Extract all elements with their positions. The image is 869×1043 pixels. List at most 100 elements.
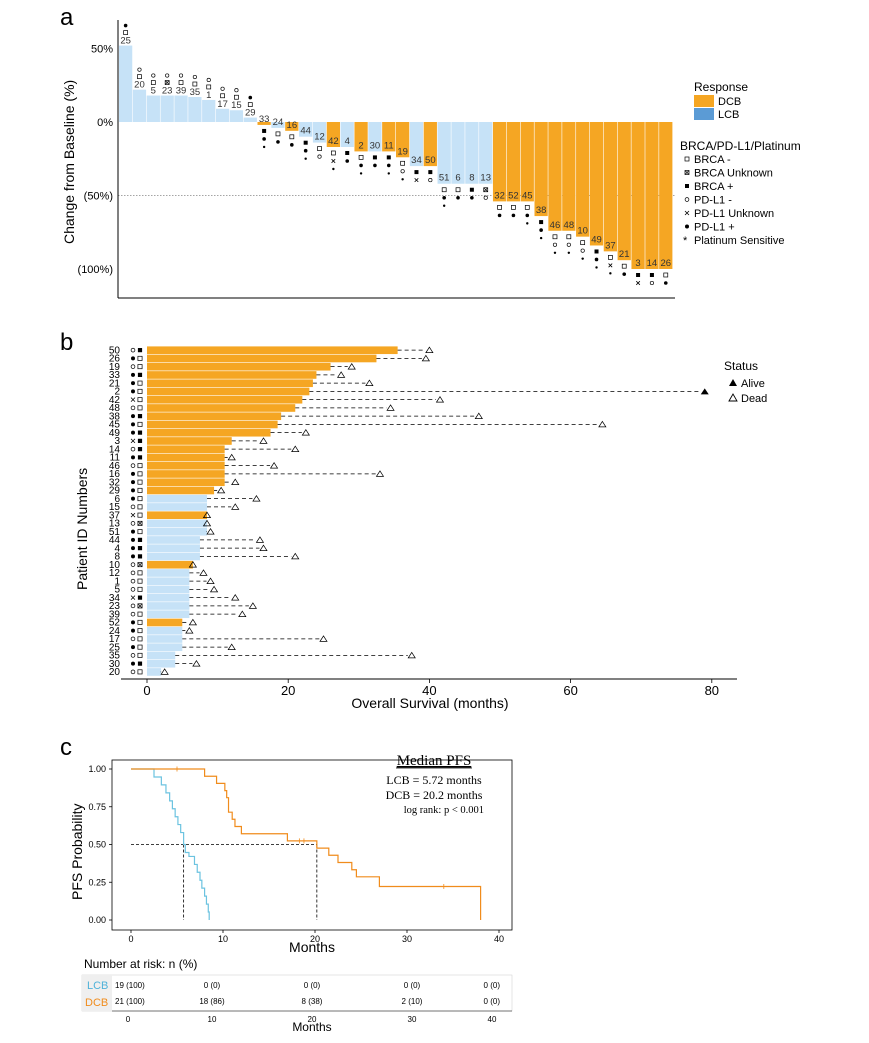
bar-label: 5 [151, 86, 156, 97]
survival-bar [147, 420, 278, 429]
annotation-line-lcb: LCB = 5.72 months [386, 773, 482, 787]
legend-dead-label: Dead [741, 393, 767, 405]
legend-alive-label: Alive [741, 378, 765, 390]
pdl1-positive-icon [276, 140, 280, 144]
pdl1-unknown-icon [414, 178, 419, 183]
survival-bar [147, 362, 331, 371]
brca-positive-icon [262, 128, 267, 133]
x-tick-label-c: 30 [402, 934, 412, 944]
status-dead-icon [206, 577, 215, 584]
brca-positive-icon [137, 595, 143, 600]
y-axis-title-b: Patient ID Numbers [74, 468, 90, 590]
legend-marker-label: PD-L1 Unknown [694, 208, 774, 220]
patient-row: 8 [114, 552, 300, 563]
bar-17 [215, 108, 230, 122]
survival-bar [147, 470, 225, 478]
pdl1-positive-icon [622, 272, 627, 276]
patient-id-label: 48 [109, 403, 121, 414]
legend-marker-label: BRCA + [694, 181, 733, 193]
patient-row: 46 [109, 461, 279, 472]
bar-35 [188, 97, 202, 122]
survival-bar [147, 668, 162, 676]
pdl1-positive-icon [131, 372, 135, 377]
pdl1-negative-icon [130, 446, 136, 452]
patient-id-label: 16 [109, 469, 121, 480]
patient-row: 29 [109, 486, 226, 497]
panel-label-b: b [60, 329, 73, 356]
patient-row: 1 [114, 576, 215, 587]
brca-positive-icon [137, 414, 143, 419]
platinum-sensitive-icon [595, 266, 598, 269]
brca-positive-icon [414, 170, 419, 175]
bar-label: 38 [536, 205, 547, 216]
patient-id-label: 32 [109, 477, 121, 488]
brca-negative-icon [137, 479, 143, 485]
pdl1-negative-icon [130, 653, 136, 658]
bar-15 [229, 110, 244, 122]
x-tick-label-b: 80 [705, 683, 719, 698]
legend-dead-icon [728, 393, 738, 402]
patient-id-label: 20 [109, 667, 121, 678]
platinum-sensitive-icon [539, 236, 543, 240]
brca-negative-icon [220, 93, 225, 99]
km-curve-lcb [131, 768, 210, 920]
patient-row: 14 [109, 444, 300, 455]
brca-negative-icon [608, 255, 613, 260]
status-dead-icon [291, 552, 300, 560]
bar-label: 20 [134, 80, 145, 91]
patient-id-label: 15 [109, 502, 121, 513]
status-dead-icon [259, 544, 268, 551]
patient-id-label: 4 [114, 543, 120, 554]
pdl1-positive-icon [131, 422, 135, 427]
legend-swatch-lcb [694, 108, 714, 120]
brca-negative-icon [137, 364, 143, 370]
survival-bar [147, 404, 296, 412]
survival-bar [147, 412, 282, 421]
patient-row: 11 [110, 453, 236, 464]
patient-row: 26 [109, 354, 431, 365]
bar-38 [534, 122, 548, 217]
survival-bar [147, 453, 225, 462]
brca-unknown-icon [137, 562, 143, 568]
status-dead-icon [227, 643, 236, 650]
bar-label: 14 [647, 258, 658, 269]
brca-negative-icon [137, 487, 143, 493]
status-dead-icon [291, 445, 300, 452]
pdl1-negative-icon [151, 73, 156, 78]
pdl1-negative-icon [483, 195, 488, 200]
risk-group-dcb: DCB [85, 997, 108, 1009]
platinum-sensitive-icon [442, 204, 446, 207]
brca-negative-icon [524, 205, 530, 210]
pdl1-unknown-icon [635, 280, 641, 286]
bar-2 [354, 122, 368, 152]
status-dead-icon [202, 519, 212, 527]
brca-positive-icon [137, 372, 143, 377]
patient-id-label: 24 [109, 626, 121, 637]
pdl1-positive-icon [131, 546, 135, 551]
status-dead-icon [188, 560, 198, 568]
patient-row: 15 [109, 502, 240, 513]
status-dead-icon [202, 511, 212, 518]
brca-negative-icon [137, 388, 143, 394]
pdl1-positive-icon [131, 620, 135, 625]
status-dead-icon [259, 437, 268, 444]
bar-label: 25 [120, 36, 131, 47]
pdl1-positive-icon [497, 213, 502, 218]
bar-44 [299, 122, 313, 137]
brca-negative-icon [137, 421, 143, 427]
pdl1-positive-icon [131, 430, 135, 435]
patient-row: 12 [109, 568, 208, 579]
platinum-sensitive-icon [332, 167, 335, 171]
legend-alive-icon [729, 379, 737, 386]
bar-label: 3 [635, 258, 640, 269]
x-tick-label-c: 10 [218, 934, 228, 944]
bar-label: 45 [522, 190, 533, 201]
patient-row: 35 [109, 651, 416, 662]
brca-negative-icon [358, 155, 364, 160]
pdl1-negative-icon [178, 73, 184, 78]
risk-cell-lcb: 0 (0) [204, 981, 221, 990]
patient-row: 33 [109, 370, 346, 381]
brca-negative-icon [441, 187, 447, 193]
survival-bar [147, 626, 183, 635]
x-part [164, 80, 170, 85]
